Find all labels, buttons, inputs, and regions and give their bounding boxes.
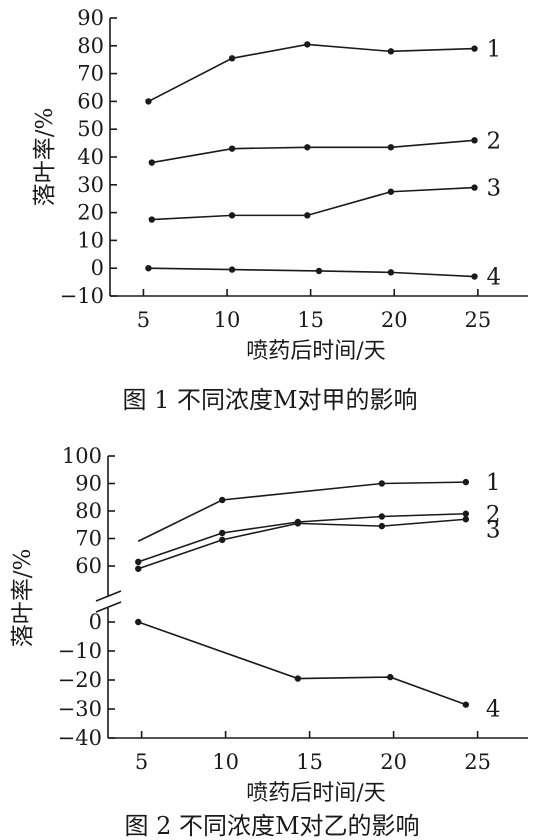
chart1-data-point <box>387 269 395 276</box>
chart2-data-point <box>462 478 470 486</box>
chart2-data-point <box>387 673 394 681</box>
chart2-series-label: 4 <box>486 697 501 723</box>
chart1-data-point <box>228 145 236 152</box>
chart1-data-point <box>387 48 395 55</box>
chart1-data-point <box>228 212 236 219</box>
chart1-y-tick-label: 20 <box>77 201 104 225</box>
chart2-data-point <box>219 496 226 504</box>
chart2-data-point <box>135 558 142 566</box>
chart2-series-label: 2 <box>486 502 501 528</box>
chart2-series-line-1 <box>137 481 466 542</box>
chart2-x-tick-label: 5 <box>135 750 148 774</box>
chart2-caption: 图 2 不同浓度M对乙的影响 <box>124 812 419 840</box>
chart1-x-tick-label: 25 <box>464 308 491 332</box>
chart1-series-label: 4 <box>486 265 501 291</box>
chart1-series-line-4 <box>148 267 475 278</box>
chart1-data-point <box>315 267 323 275</box>
chart2-y-tick-label: −30 <box>58 697 102 721</box>
chart1-data-point <box>387 188 395 195</box>
chart2-data-point <box>378 513 386 520</box>
chart1-data-point <box>145 265 152 272</box>
chart2-axis-break-mark <box>95 601 122 613</box>
chart2-data-point <box>135 618 142 626</box>
chart2-data-point <box>378 522 386 530</box>
chart2-data-point <box>294 520 302 527</box>
chart2-y-tick-label: −10 <box>58 639 102 663</box>
chart1-y-tick-label: 90 <box>77 6 104 30</box>
chart1-data-point <box>471 45 478 52</box>
chart2-y-axis-label: 落叶率/% <box>10 549 36 648</box>
chart1-data-point <box>228 266 236 273</box>
chart2-y-tick-label: 90 <box>75 472 102 496</box>
chart1-y-axis-label: 落叶率/% <box>32 108 58 207</box>
chart1-x-tick-label: 15 <box>297 308 324 332</box>
chart2-data-point <box>294 675 302 682</box>
chart1-series-label: 2 <box>486 128 501 154</box>
chart2-x-tick-label: 10 <box>212 750 239 774</box>
chart1-data-point <box>148 159 155 166</box>
chart1-y-tick-label: 40 <box>77 145 104 169</box>
chart1-caption: 图 1 不同浓度M对甲的影响 <box>122 386 417 414</box>
chart1-x-axis-label: 喷药后时间/天 <box>246 339 385 364</box>
chart2-x-tick-label: 15 <box>296 750 323 774</box>
chart2-y-tick-label: 0 <box>89 610 102 634</box>
chart1-series-line-1 <box>148 43 475 103</box>
chart1-data-point <box>145 98 152 105</box>
chart2-data-point <box>462 510 470 517</box>
chart2-series-label: 1 <box>486 470 501 496</box>
chart2-data-point <box>378 480 386 487</box>
chart1-y-tick-label: 0 <box>91 256 104 280</box>
chart1-x-tick-label: 5 <box>137 308 150 332</box>
chart2-series-line-2 <box>137 512 466 563</box>
chart2-data-point <box>462 516 470 523</box>
chart2-data-point <box>219 529 226 537</box>
chart1-data-point <box>304 212 311 219</box>
chart1-data-point <box>471 184 478 191</box>
chart2-y-tick-label: 70 <box>75 527 102 551</box>
chart1-data-point <box>471 137 478 144</box>
chart1-data-point <box>228 55 236 62</box>
chart1-y-tick-label: 30 <box>77 173 104 197</box>
chart2-data-point <box>219 536 226 544</box>
chart1-y-tick-label: 50 <box>77 117 104 141</box>
chart2-y-tick-label: 60 <box>75 554 102 578</box>
chart2-series-line-3 <box>137 518 466 570</box>
chart2-series-line-4 <box>137 621 467 706</box>
chart1-data-point <box>148 216 155 223</box>
chart1-data-point <box>471 273 478 280</box>
chart1-y-tick-label: 60 <box>77 89 104 113</box>
chart1-y-tick-label: −10 <box>60 284 104 308</box>
chart1-data-point <box>304 144 311 151</box>
chart2-x-tick-label: 20 <box>380 750 407 774</box>
chart1-x-tick-label: 10 <box>214 308 241 332</box>
chart1-y-tick-label: 70 <box>77 62 104 86</box>
chart2-y-tick-label: 100 <box>62 444 102 468</box>
chart2-axis-break-mark <box>95 590 122 602</box>
chart1-series-label: 3 <box>486 176 501 202</box>
chart1-series-line-2 <box>151 139 475 164</box>
chart2-y-tick-label: −20 <box>58 668 102 692</box>
chart2-x-axis-label: 喷药后时间/天 <box>246 781 385 806</box>
chart2-y-tick-label: 80 <box>75 499 102 523</box>
chart2-series-label: 3 <box>486 517 501 543</box>
chart1-data-point <box>304 41 311 48</box>
chart1-series-line-3 <box>151 186 475 221</box>
chart1-series-label: 1 <box>486 37 501 63</box>
chart1-y-tick-label: 10 <box>77 228 104 252</box>
chart2-data-point <box>462 701 470 708</box>
chart1-x-tick-label: 20 <box>381 308 408 332</box>
chart1-data-point <box>387 144 395 151</box>
chart2-x-tick-label: 25 <box>464 750 491 774</box>
chart1-y-tick-label: 80 <box>77 34 104 58</box>
chart2-y-tick-label: −40 <box>58 726 102 750</box>
chart2-data-point <box>135 565 142 572</box>
